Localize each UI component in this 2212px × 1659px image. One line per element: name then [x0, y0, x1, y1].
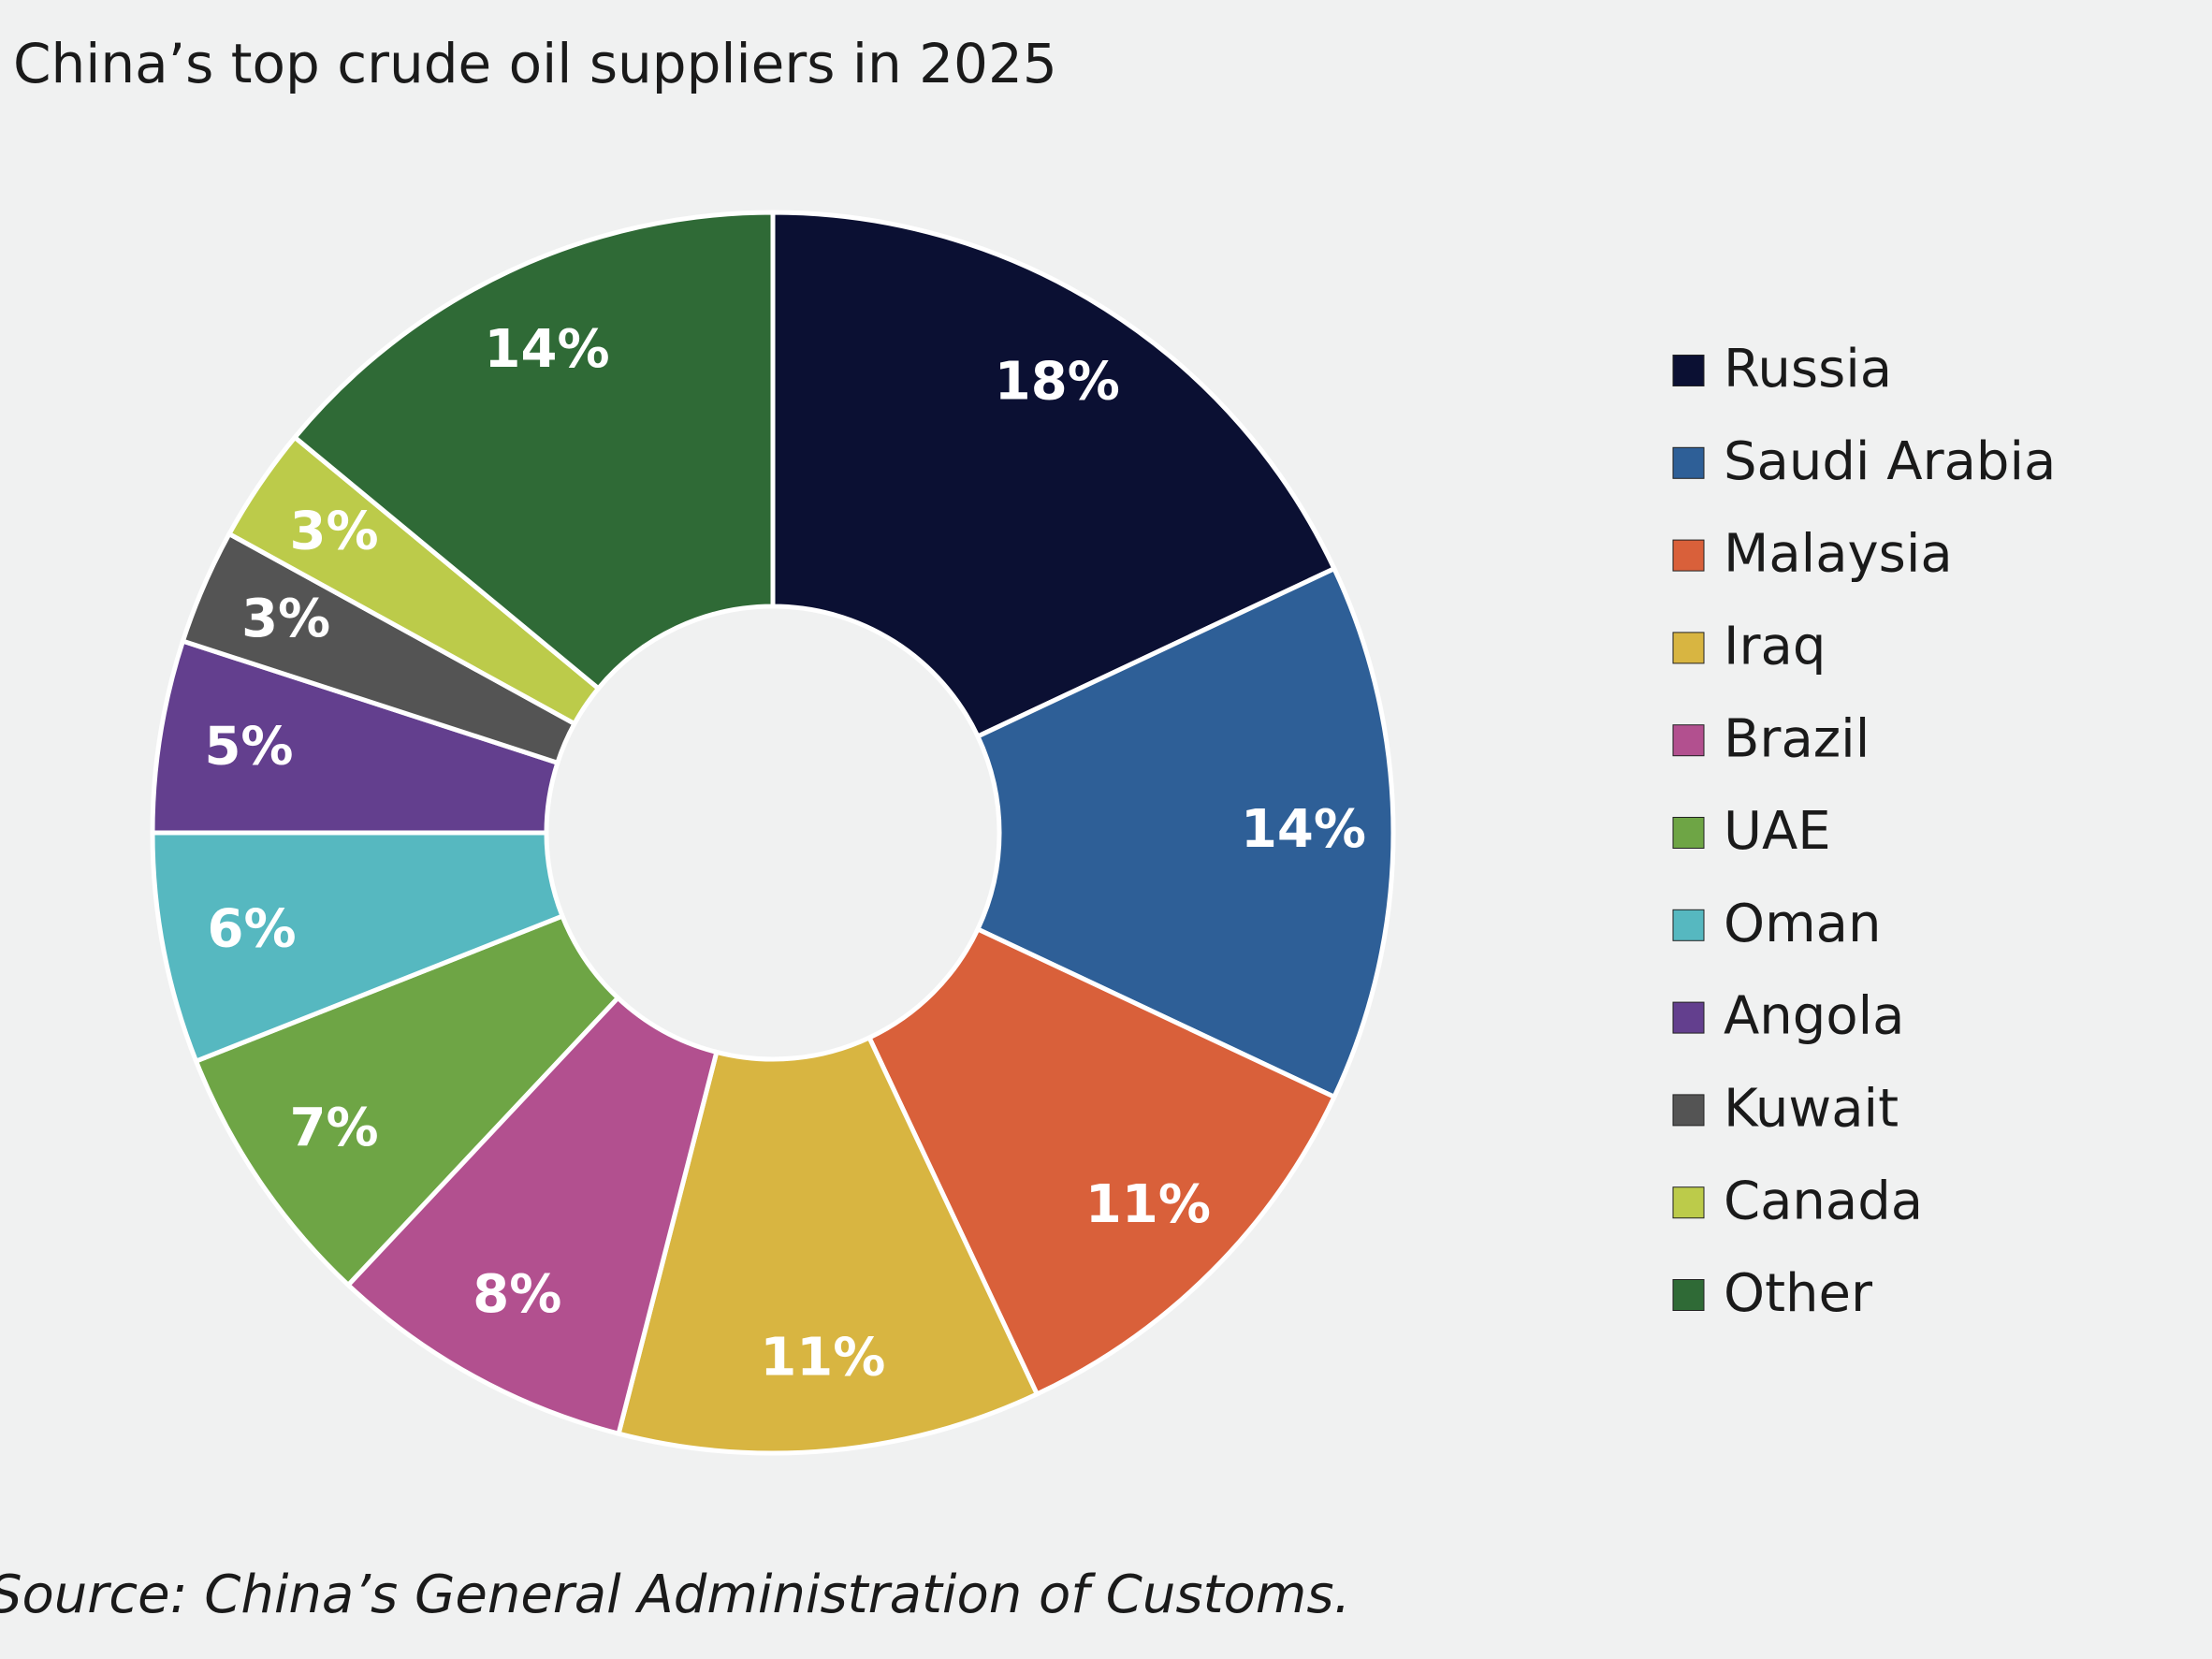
donut-slice	[193, 912, 621, 1288]
legend-label: Russia	[1724, 339, 1892, 400]
legend-label: Kuwait	[1724, 1079, 1899, 1140]
legend-label: Other	[1724, 1263, 1873, 1324]
legend-swatch	[1672, 1186, 1705, 1219]
data-label: 7%	[290, 1098, 379, 1158]
legend-label: Oman	[1724, 894, 1881, 954]
data-label: 3%	[241, 589, 330, 649]
legend-swatch	[1672, 1279, 1705, 1311]
chart-title: China’s top crude oil suppliers in 2025	[13, 32, 1057, 95]
donut-slice	[344, 994, 720, 1437]
legend-label: Malaysia	[1724, 524, 1953, 585]
source-note: Source: China’s General Administration o…	[0, 1564, 1350, 1625]
data-label: 5%	[204, 716, 293, 777]
legend-swatch	[1672, 1001, 1705, 1034]
legend-swatch	[1672, 909, 1705, 941]
donut-slice	[616, 1034, 1041, 1456]
data-label: 11%	[1085, 1174, 1211, 1235]
data-label: 14%	[485, 319, 610, 380]
data-label: 6%	[208, 898, 297, 959]
legend-label: Brazil	[1724, 708, 1870, 769]
data-label: 3%	[290, 501, 379, 561]
legend-label: Angola	[1724, 986, 1904, 1047]
legend-swatch	[1672, 446, 1705, 479]
legend-swatch	[1672, 539, 1705, 572]
legend-label: Saudi Arabia	[1724, 431, 2056, 492]
legend-swatch	[1672, 1094, 1705, 1127]
legend-swatch	[1672, 817, 1705, 849]
data-label: 14%	[1241, 799, 1366, 860]
legend-label: Canada	[1724, 1171, 1923, 1231]
legend-swatch	[1672, 632, 1705, 664]
donut-slice	[291, 210, 776, 692]
legend-swatch	[1672, 355, 1705, 386]
data-label: 8%	[473, 1264, 561, 1325]
legend-swatch	[1672, 724, 1705, 757]
donut-slice	[974, 565, 1396, 1100]
data-label: 18%	[995, 351, 1120, 412]
legend-label: UAE	[1724, 801, 1831, 862]
donut-slice	[866, 925, 1338, 1398]
data-label: 11%	[760, 1328, 885, 1389]
legend-label: Iraq	[1724, 617, 1826, 677]
donut-slice	[770, 210, 1338, 740]
